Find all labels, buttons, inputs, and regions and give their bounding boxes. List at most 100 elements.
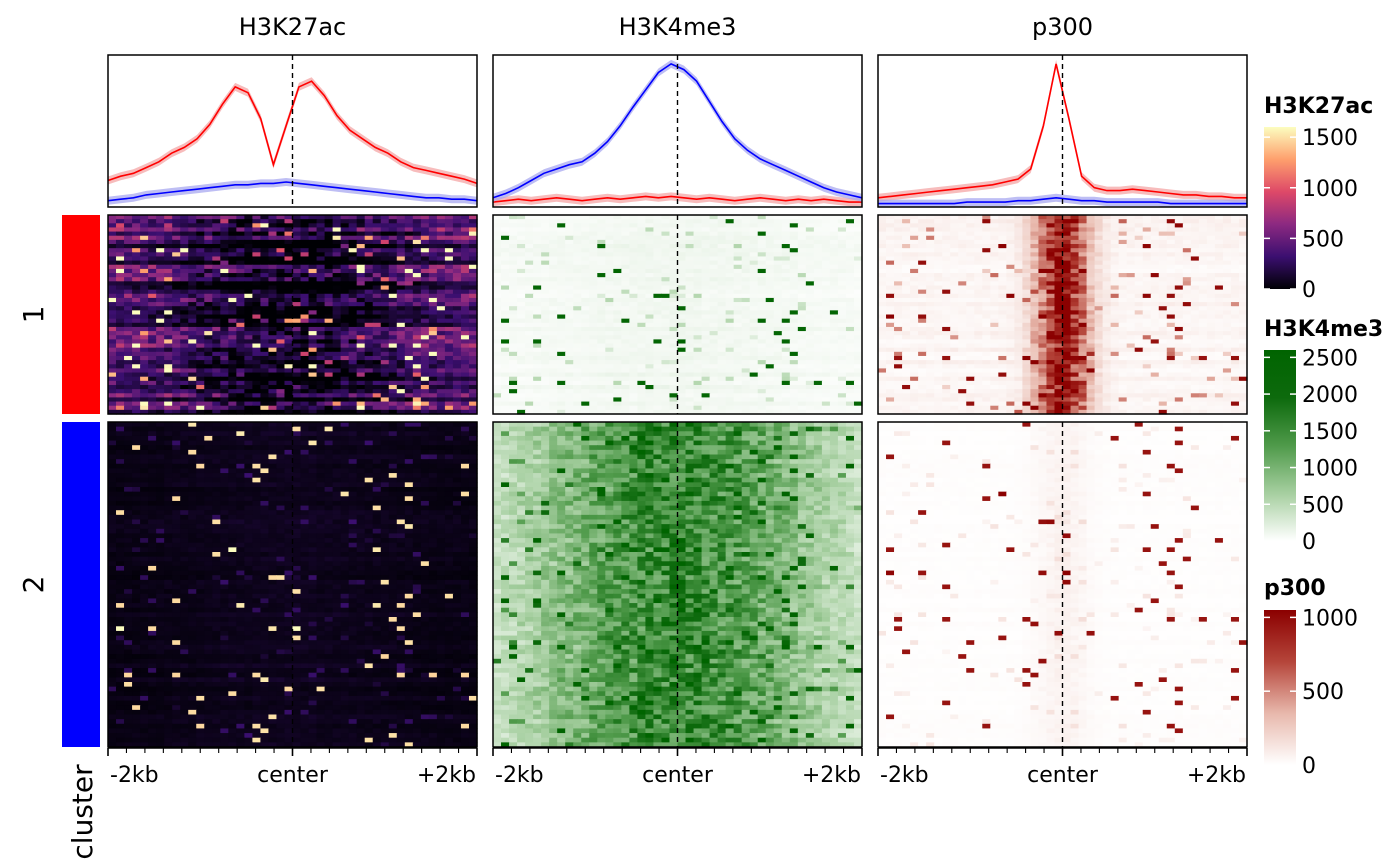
heat-cell: [452, 227, 462, 233]
heat-cell: [132, 281, 141, 287]
heat-cell: [108, 440, 117, 446]
heat-cell: [380, 364, 390, 369]
heat-cell: [188, 331, 197, 336]
heat-cell: [404, 393, 414, 399]
heat-cell: [252, 695, 262, 702]
heat-cell: [372, 409, 382, 415]
heat-cell: [260, 668, 270, 674]
heat-cell: [388, 542, 398, 548]
heat-cell: [164, 626, 173, 632]
heat-cell: [388, 306, 398, 311]
heat-cell: [412, 533, 422, 539]
heat-cell: [196, 547, 205, 553]
heat-cell: [372, 440, 382, 446]
heat-cell: [460, 482, 470, 488]
heat-cell: [308, 547, 318, 553]
heat-cell: [180, 570, 189, 576]
heat-cell: [212, 314, 221, 320]
heat-cell: [220, 281, 229, 287]
heat-cell: [348, 409, 358, 415]
heat-cell: [132, 561, 141, 567]
heat-cell: [188, 487, 197, 493]
heat-cell: [172, 277, 181, 282]
heat-cell: [268, 612, 278, 618]
heat-cell: [412, 302, 422, 307]
heat-cell: [148, 677, 157, 683]
heat-cell: [116, 552, 125, 558]
heat-cell: [372, 264, 382, 270]
heat-cell: [228, 422, 237, 428]
heat-cell: [436, 331, 446, 336]
heat-cell: [388, 519, 398, 525]
heat-cell: [428, 579, 438, 586]
heat-cell: [436, 505, 446, 511]
heat-cell: [212, 281, 221, 287]
heat-cell: [340, 235, 350, 241]
heat-cell: [244, 440, 253, 446]
heat-cell: [108, 435, 117, 442]
heat-cell: [380, 524, 390, 530]
heat-cell: [348, 630, 358, 637]
heat-cell: [340, 589, 350, 595]
heat-cell: [156, 376, 165, 382]
heat-cell: [412, 459, 422, 465]
heat-cell: [364, 626, 374, 632]
heat-cell: [316, 339, 326, 345]
heat-cell: [244, 565, 253, 572]
heat-cell: [132, 510, 141, 516]
heat-cell: [284, 556, 294, 562]
heat-cell: [220, 302, 229, 307]
heat-cell: [412, 314, 422, 320]
heat-cell: [460, 355, 470, 361]
heat-cell: [372, 285, 382, 291]
heat-cell: [412, 401, 422, 407]
heat-cell: [420, 285, 430, 291]
heat-cell: [220, 672, 229, 678]
heat-cell: [380, 277, 390, 282]
heat-cell: [308, 389, 318, 394]
heat-cell: [356, 405, 366, 411]
heat-cell: [212, 621, 221, 627]
heat-cell: [292, 252, 302, 258]
heat-cell: [316, 252, 326, 258]
heat-cell: [108, 695, 117, 702]
heat-cell: [140, 273, 149, 278]
heat-cell: [380, 252, 390, 258]
heat-cell: [340, 695, 350, 702]
heat-cell: [404, 463, 414, 470]
heat-cell: [452, 368, 462, 374]
heat-cell: [340, 505, 350, 511]
heat-cell: [324, 376, 334, 382]
heat-cell: [220, 561, 229, 567]
heat-cell: [236, 256, 245, 262]
heat-cell: [156, 252, 165, 258]
heat-cell: [324, 364, 334, 369]
heat-cell: [116, 431, 125, 437]
heat-cell: [260, 293, 270, 299]
heat-cell: [396, 459, 406, 465]
heat-cell: [172, 364, 181, 369]
heat-cell: [308, 227, 318, 233]
heat-cell: [388, 612, 398, 618]
heat-cell: [196, 297, 205, 303]
heat-cell: [212, 431, 221, 437]
heat-cell: [324, 524, 334, 530]
heat-cell: [364, 621, 374, 627]
heat-cell: [212, 561, 221, 567]
heat-cell: [396, 293, 406, 299]
heat-cell: [364, 682, 374, 688]
heat-cell: [300, 579, 310, 586]
heat-cell: [196, 409, 205, 415]
heat-cell: [244, 293, 253, 299]
heat-cell: [372, 297, 382, 303]
heat-cell: [300, 607, 310, 613]
heat-cell: [156, 302, 165, 307]
heat-cell: [164, 219, 173, 224]
heat-cell: [324, 326, 334, 332]
heat-cell: [260, 658, 270, 665]
heat-cell: [260, 514, 270, 521]
heat-cell: [204, 285, 213, 291]
heat-cell: [340, 477, 350, 483]
heat-cell: [388, 482, 398, 488]
heat-cell: [156, 538, 165, 544]
